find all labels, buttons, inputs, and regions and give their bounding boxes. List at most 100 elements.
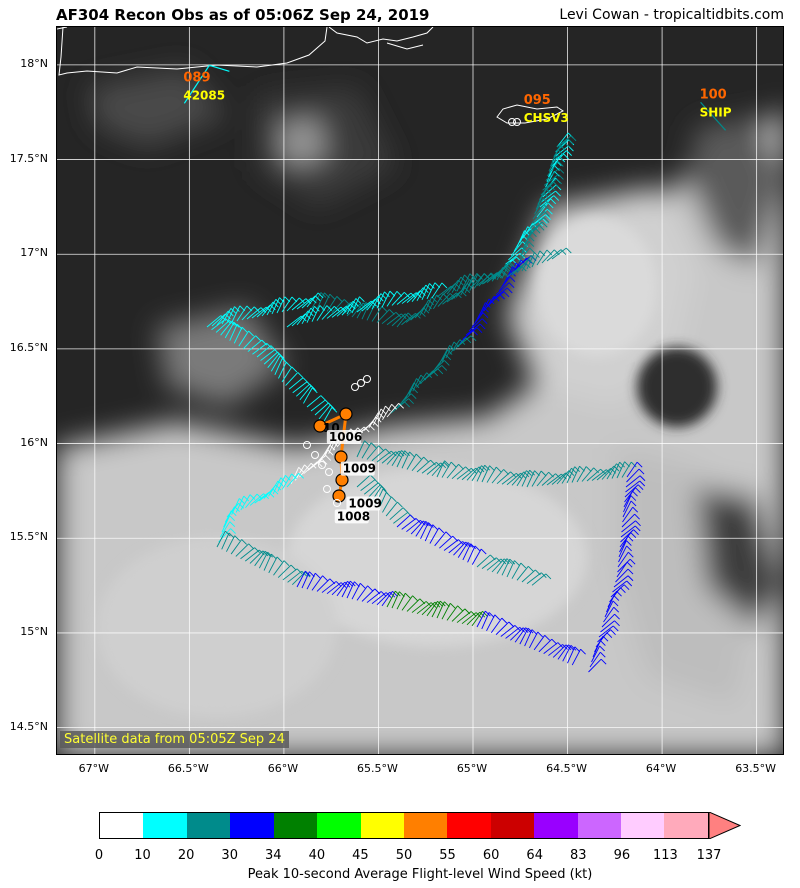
lon-tick-label: 64.5°W bbox=[546, 762, 587, 775]
wind-barb bbox=[412, 374, 422, 392]
colorbar-tick-label: 34 bbox=[265, 848, 282, 863]
wind-barb bbox=[618, 545, 628, 563]
wind-barb bbox=[361, 588, 376, 602]
wind-barb bbox=[396, 450, 406, 468]
colorbar-tick-label: 20 bbox=[177, 848, 195, 863]
wind-barb bbox=[451, 276, 462, 293]
colorbar-tick-label: 60 bbox=[482, 848, 500, 863]
wind-barb-flag bbox=[441, 282, 448, 289]
wind-barb bbox=[421, 283, 430, 300]
wind-barb-flag bbox=[614, 613, 620, 620]
center-fix-marker[interactable] bbox=[339, 407, 353, 421]
wind-barb-flag bbox=[503, 291, 510, 298]
wind-barb bbox=[381, 290, 391, 308]
colorbar-tick-label: 137 bbox=[696, 848, 722, 863]
wind-barb bbox=[506, 560, 515, 578]
wind-barb bbox=[249, 493, 264, 506]
center-fix-marker[interactable] bbox=[313, 419, 327, 433]
wind-barb bbox=[452, 337, 467, 351]
wind-barb bbox=[431, 461, 445, 477]
wind-barb bbox=[510, 627, 524, 641]
wind-barb-flag bbox=[481, 465, 487, 471]
wind-barb-flag bbox=[322, 575, 328, 582]
wind-barb-flag bbox=[626, 580, 633, 587]
wind-barb bbox=[546, 473, 562, 486]
wind-barb bbox=[219, 521, 231, 538]
wind-barb bbox=[363, 482, 379, 495]
wind-barb-flag bbox=[385, 448, 391, 455]
chart-title: AF304 Recon Obs as of 05:06Z Sep 24, 201… bbox=[56, 6, 430, 24]
wind-barb-flag bbox=[534, 252, 540, 258]
wind-barb bbox=[303, 461, 318, 475]
wind-barb bbox=[434, 531, 447, 547]
wind-barb bbox=[221, 308, 232, 325]
center-fix-marker[interactable] bbox=[332, 489, 346, 503]
wind-barb bbox=[616, 461, 625, 479]
lon-tick-label: 66°W bbox=[267, 762, 299, 775]
wind-barb bbox=[396, 593, 406, 610]
wind-barb-flag bbox=[404, 313, 411, 320]
wind-barb bbox=[381, 451, 397, 464]
wind-barb bbox=[416, 372, 428, 388]
wind-barb-flag bbox=[398, 402, 404, 409]
wind-barb-flag bbox=[234, 535, 241, 542]
wind-barb bbox=[531, 250, 541, 268]
center-fix-marker[interactable] bbox=[335, 473, 349, 487]
wind-barb-flag bbox=[514, 560, 520, 566]
wind-barb bbox=[625, 475, 641, 488]
wind-barb bbox=[556, 470, 570, 485]
obs-circle bbox=[363, 375, 371, 383]
wind-barb-flag bbox=[355, 298, 362, 304]
wind-barb bbox=[486, 466, 497, 483]
wind-barb-flag bbox=[612, 625, 619, 632]
wind-barb-flag bbox=[485, 610, 491, 617]
wind-barb bbox=[617, 558, 631, 573]
wind-barb bbox=[246, 307, 262, 320]
wind-barb bbox=[382, 496, 392, 513]
wind-barb bbox=[419, 299, 430, 316]
wind-barb bbox=[322, 407, 333, 424]
wind-barb bbox=[466, 273, 478, 289]
wind-barb bbox=[604, 600, 614, 618]
wind-barb bbox=[311, 292, 322, 309]
wind-barb-flag bbox=[562, 644, 568, 650]
wind-barb bbox=[557, 644, 569, 660]
wind-barb bbox=[552, 644, 567, 658]
wind-barb bbox=[367, 484, 381, 499]
wind-barb-flag bbox=[381, 306, 388, 312]
wind-barb-flag bbox=[568, 644, 574, 651]
wind-barb bbox=[538, 638, 553, 653]
wind-barb-flag bbox=[547, 202, 554, 209]
wind-barb-flag bbox=[630, 461, 637, 468]
wind-barb-flag bbox=[377, 412, 384, 418]
wind-barb-flag bbox=[499, 293, 505, 300]
wind-barb bbox=[501, 261, 510, 279]
wind-barb-flag bbox=[321, 459, 328, 465]
wind-barb bbox=[235, 543, 249, 557]
wind-barb-flag bbox=[520, 562, 527, 569]
wind-barb bbox=[441, 461, 452, 478]
wind-barb-flag bbox=[437, 368, 444, 375]
satellite-map[interactable]: 10 1006 1009 1009 1008 089 42085 095 CHSV3 100 SHI… bbox=[56, 26, 784, 755]
wind-barb bbox=[260, 349, 276, 361]
wind-barb bbox=[411, 456, 424, 472]
wind-barb-flag bbox=[558, 167, 565, 174]
wind-barb-flag bbox=[570, 135, 577, 142]
wind-barb bbox=[446, 605, 458, 621]
wind-barb-flag bbox=[540, 470, 547, 477]
wind-barb-flag bbox=[400, 313, 407, 320]
wind-barb bbox=[366, 591, 382, 603]
wind-barb bbox=[436, 460, 445, 478]
wind-barb bbox=[251, 306, 267, 319]
wind-barb-flag bbox=[465, 337, 472, 344]
wind-barb bbox=[617, 551, 629, 568]
wind-barb bbox=[211, 313, 226, 327]
wind-barb-flag bbox=[385, 592, 392, 598]
wind-barb bbox=[501, 558, 511, 576]
wind-barb bbox=[465, 323, 481, 336]
wind-barb-flag bbox=[299, 297, 305, 304]
wind-barb-flag bbox=[626, 561, 633, 568]
wind-barb bbox=[371, 293, 382, 310]
wind-barb-flag bbox=[471, 468, 477, 474]
wind-barb-flag bbox=[279, 355, 286, 361]
